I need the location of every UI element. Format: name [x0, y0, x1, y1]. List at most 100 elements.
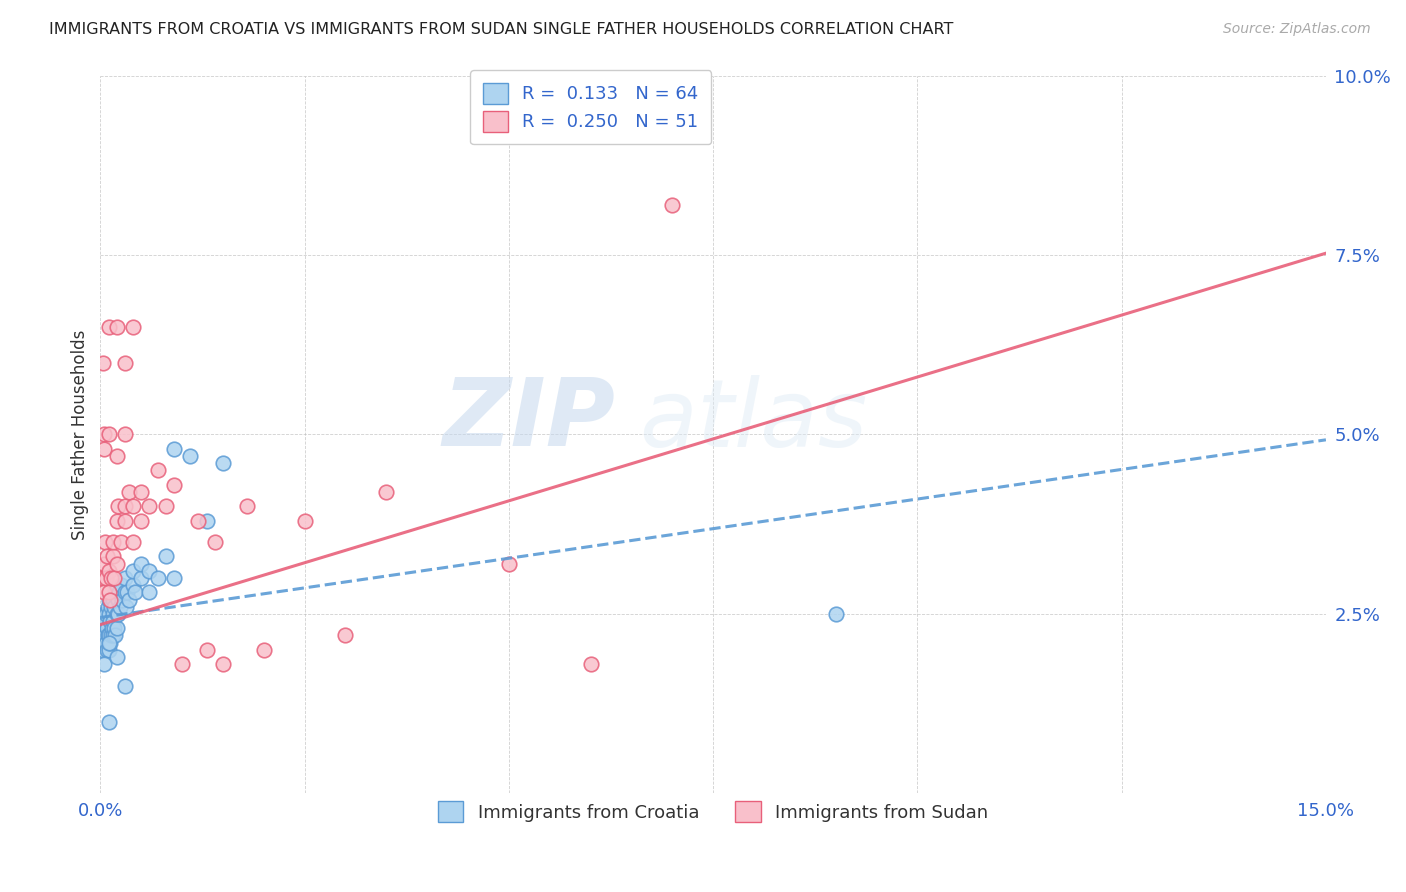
Point	[104, 585, 127, 599]
Point	[100, 599, 122, 614]
Point	[187, 514, 209, 528]
Point	[91, 628, 114, 642]
Point	[579, 657, 602, 672]
Point	[163, 477, 186, 491]
Point	[107, 500, 129, 514]
Point	[195, 514, 218, 528]
Point	[179, 449, 201, 463]
Point	[101, 621, 124, 635]
Point	[97, 592, 120, 607]
Point	[93, 427, 115, 442]
Point	[204, 535, 226, 549]
Point	[93, 607, 115, 621]
Point	[98, 614, 121, 628]
Point	[129, 571, 152, 585]
Point	[97, 319, 120, 334]
Point	[129, 484, 152, 499]
Point	[138, 564, 160, 578]
Text: IMMIGRANTS FROM CROATIA VS IMMIGRANTS FROM SUDAN SINGLE FATHER HOUSEHOLDS CORREL: IMMIGRANTS FROM CROATIA VS IMMIGRANTS FR…	[49, 22, 953, 37]
Point	[122, 578, 145, 592]
Point	[103, 571, 125, 585]
Point	[94, 571, 117, 585]
Point	[94, 535, 117, 549]
Point	[129, 514, 152, 528]
Point	[103, 621, 125, 635]
Point	[195, 642, 218, 657]
Point	[94, 607, 117, 621]
Point	[93, 557, 115, 571]
Point	[335, 628, 357, 642]
Point	[105, 514, 128, 528]
Point	[105, 449, 128, 463]
Point	[103, 599, 125, 614]
Point	[100, 571, 122, 585]
Point	[253, 642, 276, 657]
Point	[138, 585, 160, 599]
Point	[122, 319, 145, 334]
Point	[114, 585, 136, 599]
Point	[94, 628, 117, 642]
Point	[118, 592, 141, 607]
Point	[103, 628, 125, 642]
Point	[97, 628, 120, 642]
Point	[155, 500, 177, 514]
Point	[114, 514, 136, 528]
Point	[97, 427, 120, 442]
Point	[118, 484, 141, 499]
Point	[117, 585, 139, 599]
Point	[122, 535, 145, 549]
Point	[105, 557, 128, 571]
Point	[105, 607, 128, 621]
Point	[97, 585, 120, 599]
Point	[101, 607, 124, 621]
Text: ZIP: ZIP	[443, 374, 614, 467]
Point	[163, 442, 186, 456]
Point	[91, 614, 114, 628]
Point	[91, 571, 114, 585]
Point	[108, 599, 131, 614]
Point	[98, 592, 121, 607]
Point	[163, 571, 186, 585]
Point	[114, 571, 136, 585]
Point	[98, 635, 121, 649]
Point	[114, 427, 136, 442]
Point	[101, 549, 124, 564]
Point	[122, 500, 145, 514]
Point	[97, 635, 120, 649]
Point	[114, 500, 136, 514]
Point	[97, 714, 120, 729]
Point	[212, 456, 235, 470]
Point	[94, 635, 117, 649]
Point	[294, 514, 316, 528]
Point	[103, 614, 125, 628]
Point	[114, 679, 136, 693]
Point	[100, 628, 122, 642]
Point	[236, 500, 259, 514]
Text: atlas: atlas	[640, 375, 868, 466]
Point	[110, 592, 132, 607]
Point	[96, 549, 118, 564]
Point	[105, 621, 128, 635]
Point	[93, 621, 115, 635]
Point	[114, 356, 136, 370]
Point	[96, 621, 118, 635]
Point	[93, 635, 115, 649]
Point	[93, 657, 115, 672]
Point	[146, 571, 169, 585]
Point	[97, 564, 120, 578]
Point	[91, 642, 114, 657]
Point	[375, 484, 398, 499]
Point	[170, 657, 193, 672]
Point	[824, 607, 846, 621]
Text: Source: ZipAtlas.com: Source: ZipAtlas.com	[1223, 22, 1371, 37]
Point	[101, 592, 124, 607]
Point	[498, 557, 520, 571]
Point	[107, 607, 129, 621]
Point	[93, 585, 115, 599]
Point	[104, 628, 127, 642]
Point	[146, 463, 169, 477]
Point	[115, 599, 138, 614]
Point	[105, 650, 128, 665]
Point	[108, 585, 131, 599]
Point	[94, 614, 117, 628]
